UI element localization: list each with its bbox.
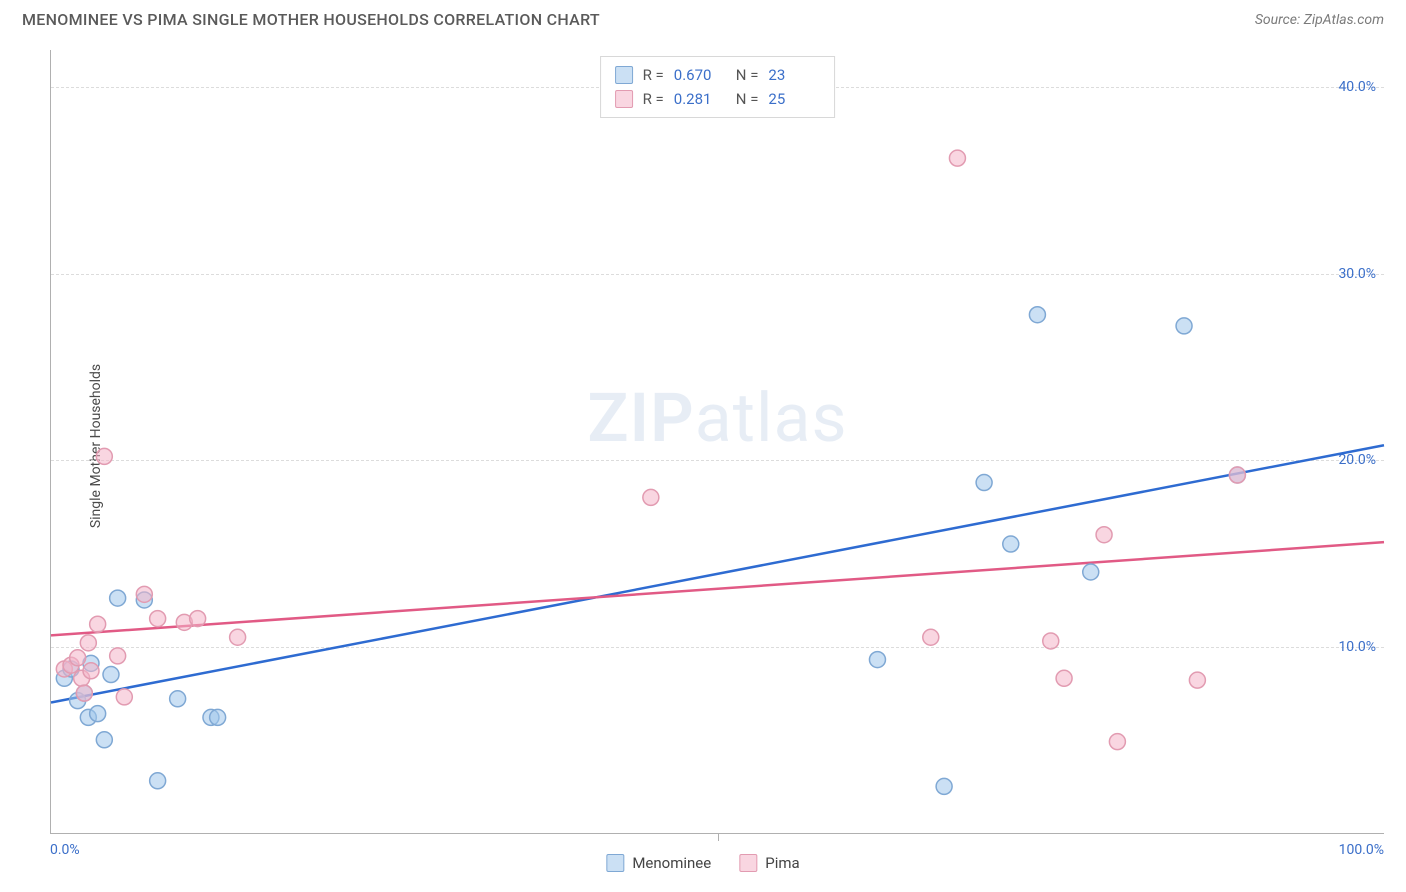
data-point	[1109, 734, 1125, 750]
data-point	[1003, 536, 1019, 552]
data-point	[1096, 527, 1112, 543]
data-point	[96, 732, 112, 748]
r-value: 0.670	[674, 63, 726, 87]
data-point	[976, 475, 992, 491]
n-label: N =	[736, 63, 759, 87]
x-tick-label: 0.0%	[50, 842, 80, 858]
source-attribution: Source: ZipAtlas.com	[1255, 12, 1384, 28]
scatter-plot	[51, 50, 1384, 833]
data-point	[210, 709, 226, 725]
data-point	[90, 706, 106, 722]
legend-label: Menominee	[632, 854, 711, 872]
source-prefix: Source:	[1255, 12, 1304, 28]
data-point	[1176, 318, 1192, 334]
data-point	[230, 629, 246, 645]
correlation-stats-box: R = 0.670 N = 23 R = 0.281 N = 25	[600, 56, 836, 118]
data-point	[116, 689, 132, 705]
data-point	[1229, 467, 1245, 483]
data-point	[110, 590, 126, 606]
r-label: R =	[643, 87, 664, 111]
series-swatch	[615, 90, 633, 108]
x-tick	[718, 833, 719, 841]
data-point	[70, 650, 86, 666]
legend-swatch	[606, 854, 624, 872]
legend-item: Pima	[739, 854, 799, 872]
header: MENOMINEE VS PIMA SINGLE MOTHER HOUSEHOL…	[0, 0, 1406, 35]
r-label: R =	[643, 63, 664, 87]
legend: Menominee Pima	[606, 854, 799, 872]
data-point	[869, 652, 885, 668]
data-point	[170, 691, 186, 707]
data-point	[110, 648, 126, 664]
data-point	[150, 611, 166, 627]
n-value: 23	[768, 63, 820, 87]
chart-title: MENOMINEE VS PIMA SINGLE MOTHER HOUSEHOL…	[22, 10, 600, 29]
data-point	[1189, 672, 1205, 688]
r-value: 0.281	[674, 87, 726, 111]
data-point	[1056, 670, 1072, 686]
stats-row: R = 0.670 N = 23	[615, 63, 821, 87]
data-point	[1029, 307, 1045, 323]
series-swatch	[615, 66, 633, 84]
data-point	[96, 448, 112, 464]
data-point	[136, 586, 152, 602]
data-point	[1043, 633, 1059, 649]
data-point	[150, 773, 166, 789]
legend-label: Pima	[765, 854, 799, 872]
data-point	[80, 635, 96, 651]
stats-row: R = 0.281 N = 25	[615, 87, 821, 111]
data-point	[923, 629, 939, 645]
n-value: 25	[768, 87, 820, 111]
chart-plot-area: ZIPatlas 10.0%20.0%30.0%40.0% R =0.670N …	[50, 50, 1384, 834]
trend-line	[51, 445, 1384, 702]
data-point	[90, 616, 106, 632]
trend-line	[51, 542, 1384, 635]
x-tick-label: 100.0%	[1339, 842, 1384, 858]
data-point	[103, 667, 119, 683]
data-point	[643, 489, 659, 505]
data-point	[949, 150, 965, 166]
legend-swatch	[739, 854, 757, 872]
data-point	[1083, 564, 1099, 580]
source-name: ZipAtlas.com	[1304, 12, 1384, 28]
legend-item: Menominee	[606, 854, 711, 872]
data-point	[83, 663, 99, 679]
data-point	[76, 685, 92, 701]
n-label: N =	[736, 87, 759, 111]
data-point	[936, 778, 952, 794]
data-point	[190, 611, 206, 627]
